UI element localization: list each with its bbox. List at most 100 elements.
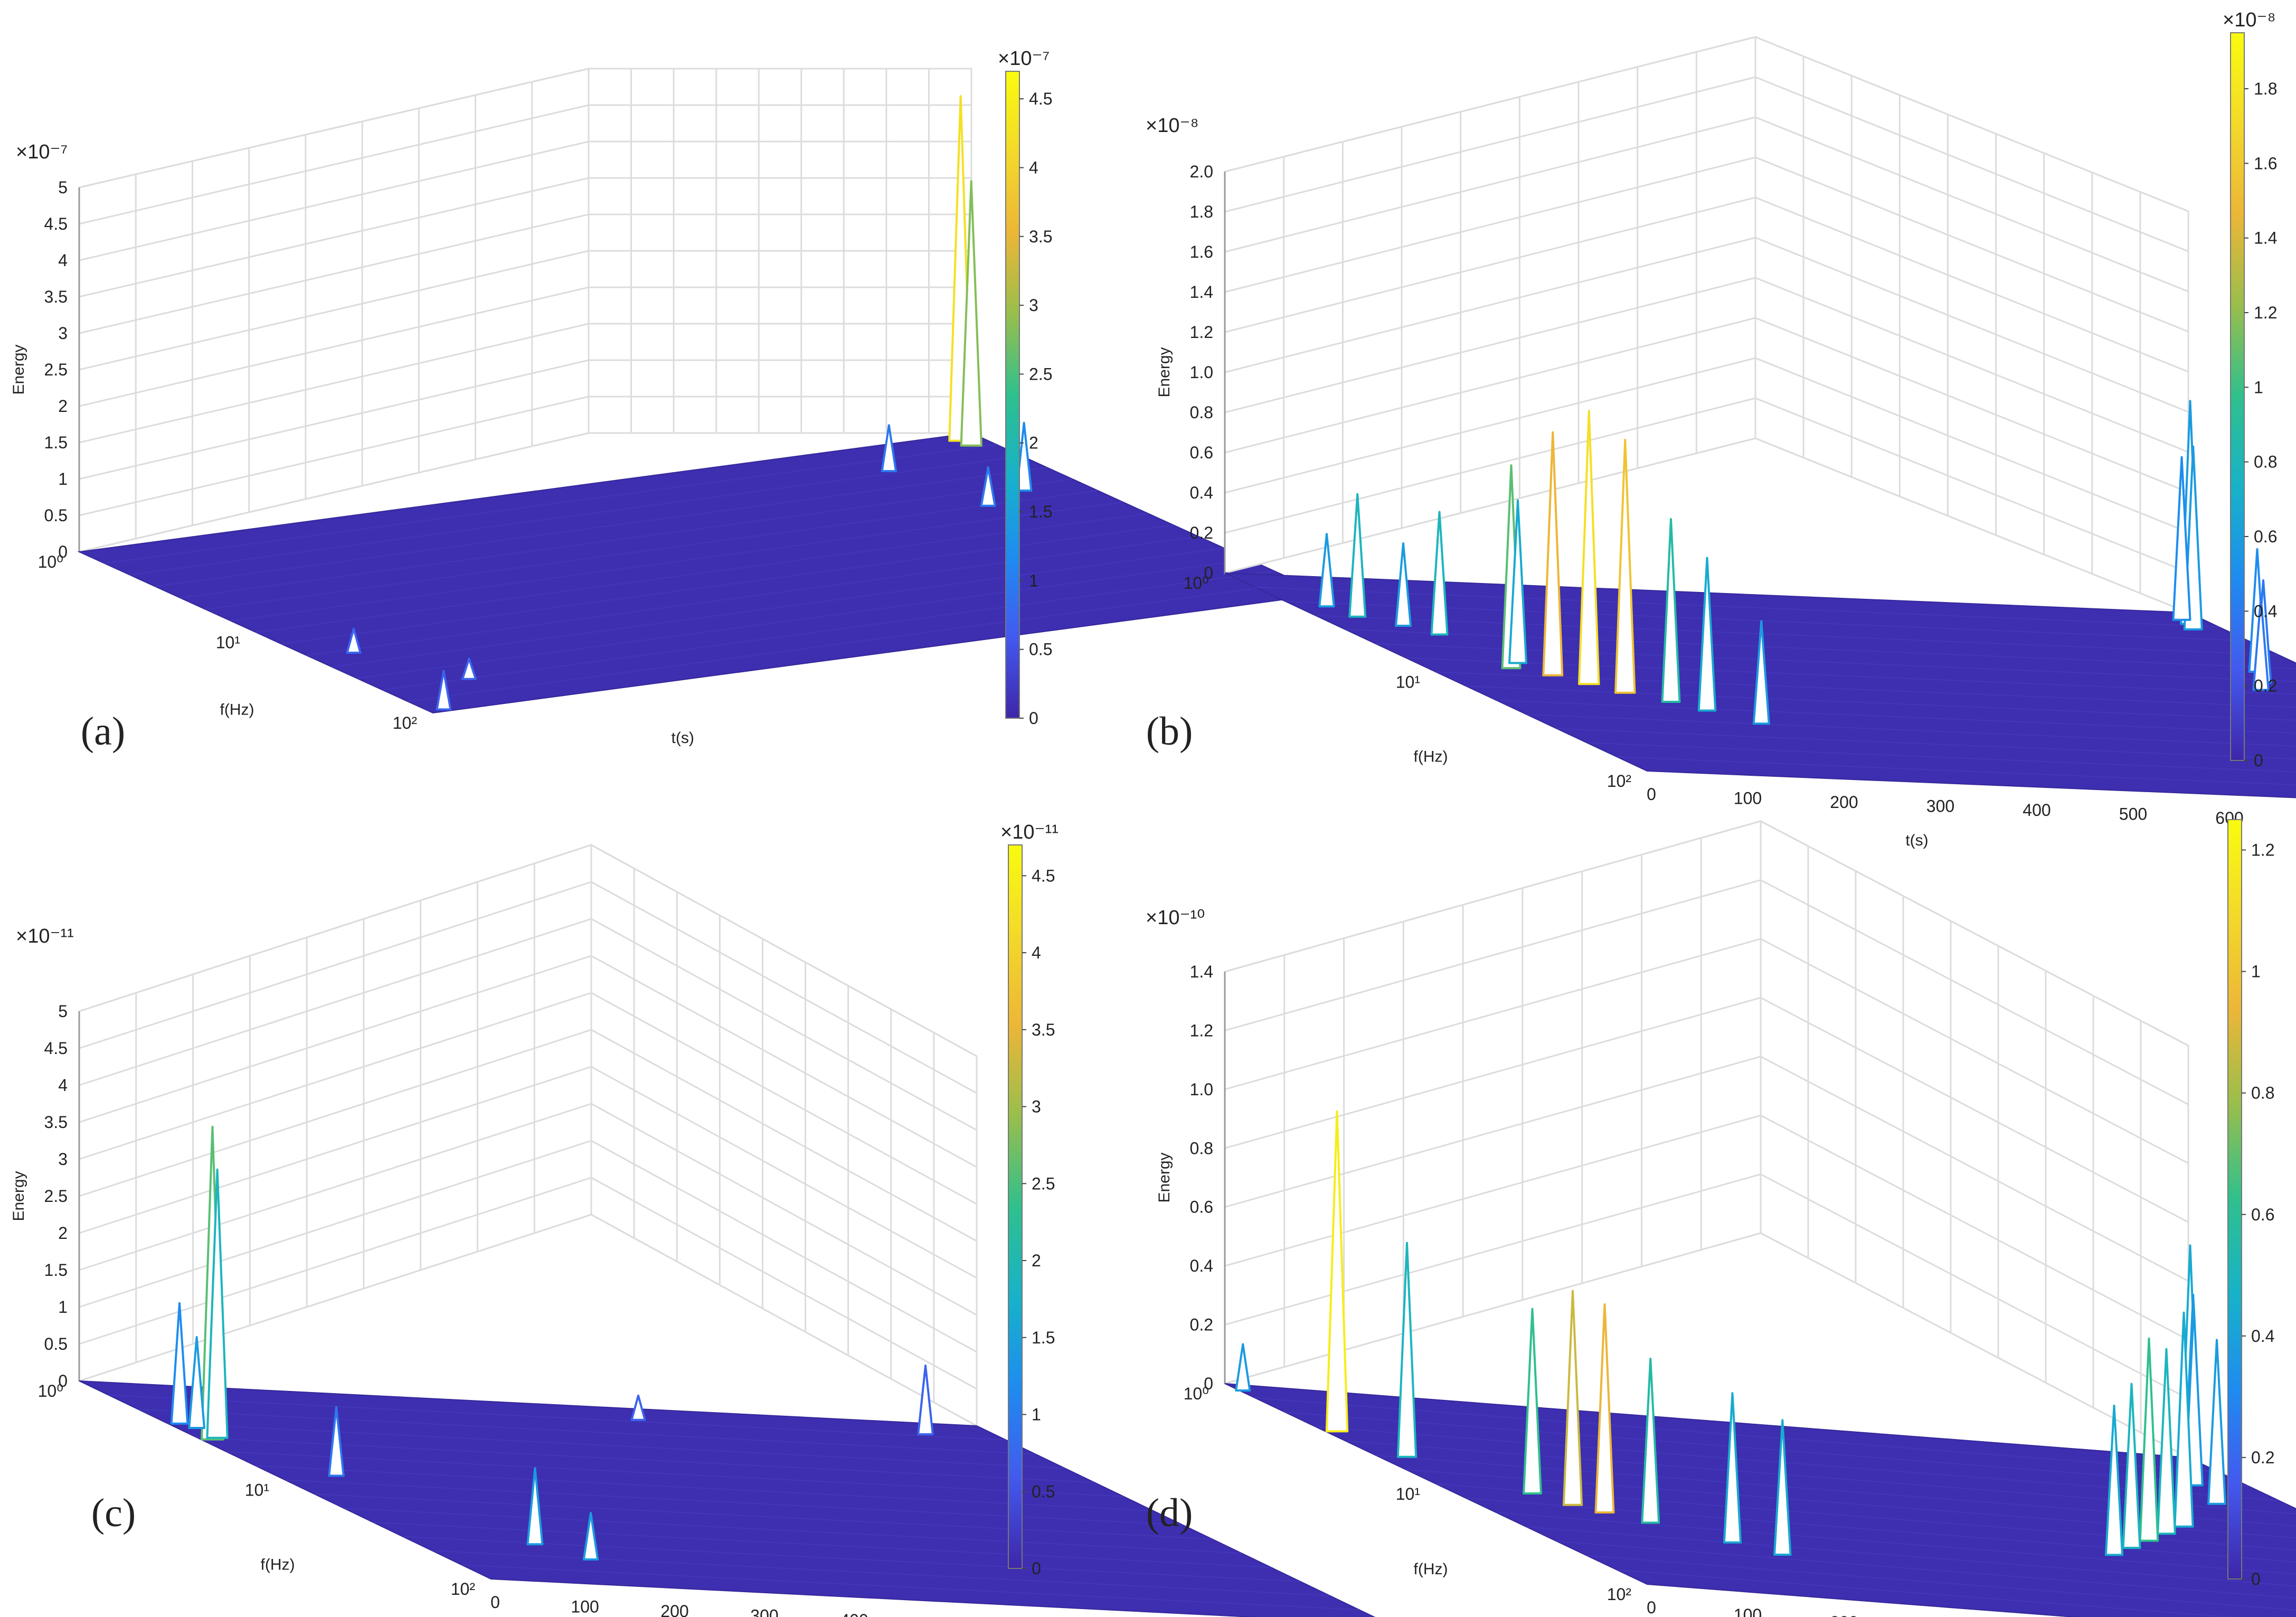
t-tick-label: 300 [750,1606,778,1617]
colorbar-tick-label: 4 [1032,943,1041,962]
z-tick-label: 3.5 [44,1113,68,1132]
energy-peak [1348,493,1367,618]
energy-peak [2139,1337,2159,1542]
z-tick-label: 5 [58,1002,68,1021]
t-tick-label: 100 [1734,1605,1762,1617]
surface-mesh-line [1466,1498,2296,1563]
z-tick-label: 0.6 [1190,443,1213,462]
colorbar-tick-label: 2 [1032,1251,1041,1270]
energy-peak [1542,431,1564,676]
z-axis-label: Energy [1156,347,1173,397]
z-tick-label: 0 [1204,1374,1213,1393]
surface-mesh-line [306,536,1199,656]
t-tick-label: 200 [1830,1613,1858,1617]
energy-peak [1773,1419,1792,1556]
z-tick-label: 0.5 [44,506,68,525]
surface-mesh-line [104,444,997,564]
colorbar-tick-label: 1.6 [2254,154,2277,173]
z-tick-label: 2 [58,397,68,416]
energy-peak [917,1364,934,1435]
z-tick-label: 0.8 [1190,403,1213,422]
colorbar-tick-label: 0.8 [2251,1084,2274,1103]
surface-mesh-line [138,1408,1036,1455]
z-tick-label: 1.0 [1190,1080,1213,1099]
z-tick-label: 1 [58,1298,68,1317]
surface-mesh-line [1285,1412,2249,1487]
f-tick-label: 10⁰ [1184,574,1209,593]
energy-peak [582,1512,599,1561]
energy-peak [526,1467,544,1546]
surface-mesh-line [129,455,1022,576]
t-tick-label: 200 [660,1602,688,1617]
colorbar-tick-label: 1.2 [2251,841,2274,860]
z-tick-label: 0.2 [1190,523,1213,542]
panel-d: 0 0.2 0.4 0.6 0.8 1.0 1.2 1.4 ×10⁻¹⁰ Energy 10⁰ 10¹… [1146,819,2296,1617]
f-axis-label: f(Hz) [1414,1560,1448,1578]
panel-label: (c) [91,1491,136,1535]
t-tick-label: 400 [2023,801,2051,820]
energy-peak [1318,533,1335,608]
surface-mesh-line [432,1550,1330,1596]
surface-mesh-line [408,582,1300,702]
f-tick-label: 10⁰ [38,552,63,571]
z-tick-label: 1.2 [1190,1021,1213,1040]
z-axis-label: Energy [10,344,27,394]
colorbar-tick-label: 0.2 [2254,676,2277,695]
z-tick-label: 1.4 [1190,283,1213,302]
z-axis-label: Energy [10,1171,27,1221]
colorbar-tick-label: 0.6 [2254,527,2277,546]
z-tick-label: 1.4 [1190,962,1213,981]
colorbar-tick-label: 1 [2254,378,2263,397]
energy-peak [461,657,477,680]
f-tick-label: 10² [393,713,418,732]
z-tick-label: 5 [58,178,68,197]
z-tick-label: 3.5 [44,287,68,306]
panel-a: 00.511.522.533.544.55×10⁻⁷Energy10⁰10¹10… [10,48,1327,754]
colorbar-tick-label: 2 [1029,434,1038,453]
surface-mesh-line [180,478,1073,599]
f-tick-label: 10¹ [245,1481,269,1500]
colorbar [1005,71,1020,719]
surface-mesh-line [226,1451,1124,1497]
colorbar-tick-label: 0.4 [2251,1327,2274,1346]
energy-peak [2122,1383,2141,1549]
energy-peak [1523,1308,1542,1494]
colorbar-tick-label: 2.5 [1029,364,1052,383]
z-tick-label: 1.6 [1190,242,1213,261]
surface-mesh-line [373,1521,1271,1568]
energy-peak [1508,499,1527,664]
surface-mesh-line [1556,728,2296,760]
panel-label: (d) [1146,1491,1193,1535]
z-tick-label: 0 [58,1371,68,1390]
surface-mesh-line [1617,756,2296,786]
surface-mesh-line [461,1564,1359,1611]
surface-mesh-line [1586,742,2296,773]
energy-peak [2172,456,2191,621]
surface-mesh-line [281,524,1174,645]
surface-mesh-line [256,1465,1154,1511]
colorbar-tick-label: 0 [2254,751,2263,770]
colorbar-tick-label: 4 [1029,158,1038,177]
f-axis-label: f(Hz) [261,1556,295,1574]
surface-mesh-line [382,570,1275,691]
f-tick-label: 10² [1607,772,1632,791]
t-tick-label: 200 [1830,793,1858,812]
energy-surface [1224,1383,2296,1617]
surface-mesh-line [196,1437,1094,1483]
f-tick-label: 10² [451,1580,476,1599]
surface-mesh-line [1255,586,2219,627]
z-tick-label: 3 [58,324,68,343]
colorbar-scale-label: ×10⁻¹¹ [1000,821,1059,843]
z-tick-label: 4.5 [44,214,68,233]
f-axis-label: f(Hz) [1414,748,1448,766]
colorbar [1008,844,1023,1569]
t-tick-label: 0 [1647,1598,1656,1617]
energy-peak [2174,1311,2194,1528]
surface-mesh-line [314,1493,1212,1540]
surface-mesh-line [1556,1540,2296,1599]
z-tick-label: 2.5 [44,360,68,379]
t-axis-label: t(s) [1905,832,1928,849]
energy-peak [188,1336,205,1430]
energy-peak [1641,1357,1660,1524]
